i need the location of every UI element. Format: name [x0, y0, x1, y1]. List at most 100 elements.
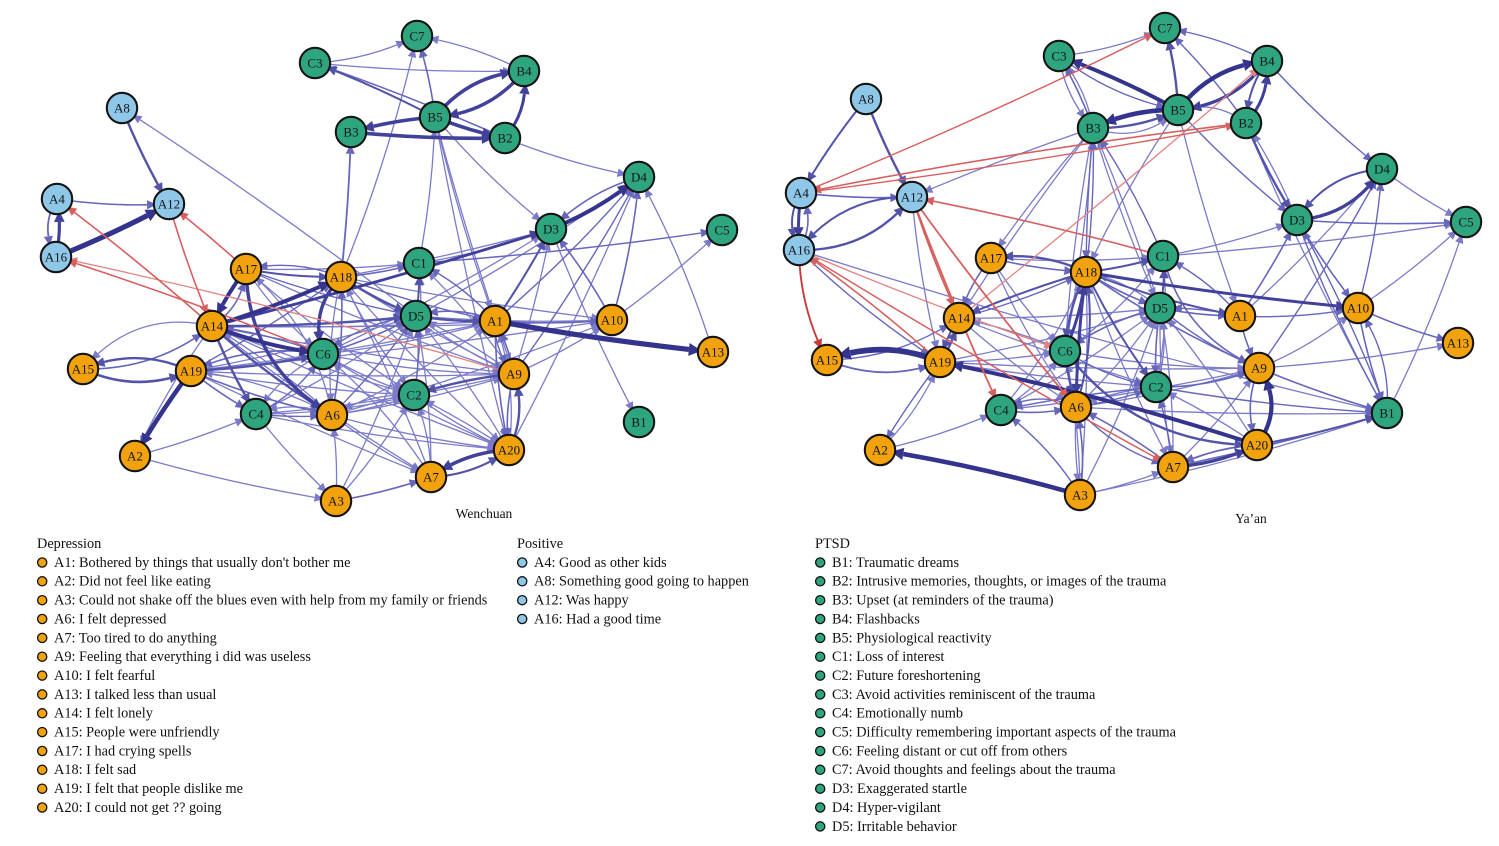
svg-text:A6: A6	[324, 407, 340, 422]
svg-text:C5: C5	[1458, 214, 1473, 229]
svg-text:D4: D4	[631, 169, 647, 184]
svg-text:A14: A14	[948, 310, 971, 325]
svg-text:D5: Irritable behavior: D5: Irritable behavior	[832, 819, 957, 835]
svg-text:A7: A7	[1165, 459, 1181, 474]
svg-text:B3: Upset (at reminders of the: B3: Upset (at reminders of the trauma)	[832, 593, 1054, 609]
svg-text:A15: People were unfriendly: A15: People were unfriendly	[54, 725, 220, 741]
svg-text:A2: A2	[872, 442, 888, 457]
svg-text:A15: A15	[72, 361, 94, 376]
svg-text:D5: D5	[408, 308, 424, 323]
svg-text:A4: Good as other kids: A4: Good as other kids	[534, 555, 667, 571]
svg-text:Wenchuan: Wenchuan	[456, 506, 513, 521]
svg-text:C6: C6	[1057, 343, 1073, 358]
svg-text:C2: Future foreshortening: C2: Future foreshortening	[832, 668, 981, 684]
svg-text:B4: Flashbacks: B4: Flashbacks	[832, 611, 920, 627]
svg-text:B5: Physiological reactivity: B5: Physiological reactivity	[832, 630, 992, 646]
svg-text:A19: A19	[929, 354, 951, 369]
svg-text:A12: Was happy: A12: Was happy	[534, 593, 630, 609]
svg-text:B3: B3	[1085, 120, 1100, 135]
svg-text:A20: A20	[1246, 437, 1268, 452]
svg-text:B1: B1	[631, 414, 646, 429]
svg-text:B5: B5	[427, 109, 442, 124]
svg-text:A17: I had crying spells: A17: I had crying spells	[54, 743, 192, 759]
svg-text:A13: I talked less than usual: A13: I talked less than usual	[54, 687, 216, 703]
svg-text:B5: B5	[1170, 102, 1185, 117]
svg-text:A18: I felt sad: A18: I felt sad	[54, 762, 136, 778]
svg-text:C4: Emotionally numb: C4: Emotionally numb	[832, 706, 963, 722]
svg-text:A3: A3	[328, 493, 344, 508]
svg-text:A9: A9	[506, 366, 522, 381]
svg-text:C3: C3	[1051, 48, 1066, 63]
svg-text:A19: A19	[180, 363, 202, 378]
svg-text:Positive: Positive	[517, 536, 563, 552]
svg-text:C5: Difficulty remembering imp: C5: Difficulty remembering important asp…	[832, 725, 1177, 741]
svg-text:C7: C7	[1157, 20, 1173, 35]
svg-text:C2: C2	[1148, 379, 1163, 394]
svg-text:A10: I felt fearful: A10: I felt fearful	[54, 668, 155, 684]
svg-text:A6: I felt depressed: A6: I felt depressed	[54, 611, 166, 627]
svg-text:C4: C4	[993, 402, 1009, 417]
svg-text:A18: A18	[1075, 264, 1097, 279]
svg-text:C1: C1	[411, 255, 426, 270]
svg-text:A19: I felt that people dislik: A19: I felt that people dislike me	[54, 781, 243, 797]
svg-text:A18: A18	[330, 269, 352, 284]
svg-text:A7: A7	[423, 469, 439, 484]
svg-text:A3: A3	[1072, 487, 1088, 502]
svg-text:D5: D5	[1152, 300, 1168, 315]
svg-text:C4: C4	[248, 406, 264, 421]
svg-text:B1: Traumatic dreams: B1: Traumatic dreams	[832, 555, 960, 571]
svg-text:A4: A4	[49, 191, 65, 206]
svg-text:B1: B1	[1379, 405, 1394, 420]
svg-text:C3: Avoid activities reminisce: C3: Avoid activities reminiscent of the …	[832, 687, 1096, 703]
svg-text:B2: B2	[497, 130, 512, 145]
svg-text:C7: C7	[409, 28, 425, 43]
svg-text:D3: D3	[543, 221, 559, 236]
svg-text:A1: A1	[1232, 308, 1248, 323]
svg-text:A2: A2	[127, 448, 143, 463]
svg-text:D3: D3	[1289, 212, 1305, 227]
svg-text:A20: A20	[498, 442, 520, 457]
svg-text:A14: I felt lonely: A14: I felt lonely	[54, 706, 154, 722]
svg-text:C5: C5	[714, 222, 729, 237]
svg-text:A7: Too tired to do anything: A7: Too tired to do anything	[54, 630, 217, 646]
svg-text:A16: A16	[45, 249, 68, 264]
svg-text:A4: A4	[793, 185, 809, 200]
svg-text:A8: Something good going to ha: A8: Something good going to happen	[534, 574, 749, 590]
svg-text:C3: C3	[307, 55, 322, 70]
svg-text:B2: Intrusive memories, though: B2: Intrusive memories, thoughts, or ima…	[832, 574, 1167, 590]
svg-text:A17: A17	[235, 261, 258, 276]
svg-text:A9: Feeling that everything i: A9: Feeling that everything i did was us…	[54, 649, 311, 665]
svg-text:Depression: Depression	[37, 536, 101, 552]
svg-text:C7: Avoid thoughts and feeling: C7: Avoid thoughts and feelings about th…	[832, 762, 1116, 778]
svg-text:C6: C6	[315, 346, 331, 361]
svg-text:A9: A9	[1251, 360, 1267, 375]
svg-text:C1: C1	[1155, 248, 1170, 263]
svg-text:A15: A15	[816, 352, 838, 367]
svg-text:D4: D4	[1374, 161, 1390, 176]
svg-text:A17: A17	[980, 250, 1003, 265]
svg-text:A14: A14	[201, 318, 224, 333]
svg-text:A20: I could not get ?? going: A20: I could not get ?? going	[54, 800, 222, 816]
svg-text:A13: A13	[702, 344, 724, 359]
svg-text:C1: Loss of interest: C1: Loss of interest	[832, 649, 944, 665]
svg-text:Ya’an: Ya’an	[1235, 511, 1267, 526]
svg-text:B4: B4	[1259, 53, 1275, 68]
svg-text:D4: Hyper-vigilant: D4: Hyper-vigilant	[832, 800, 941, 816]
svg-text:C6: Feeling distant or cut off: C6: Feeling distant or cut off from othe…	[832, 743, 1068, 759]
svg-text:A8: A8	[858, 91, 874, 106]
svg-text:A10: A10	[601, 312, 623, 327]
svg-text:A6: A6	[1068, 399, 1084, 414]
svg-text:A1: A1	[487, 313, 503, 328]
svg-text:B2: B2	[1238, 115, 1253, 130]
svg-text:A16: Had a good time: A16: Had a good time	[534, 611, 661, 627]
svg-text:PTSD: PTSD	[815, 536, 850, 552]
svg-text:A13: A13	[1447, 335, 1469, 350]
svg-text:B4: B4	[516, 63, 532, 78]
svg-text:A10: A10	[1347, 300, 1369, 315]
svg-text:A8: A8	[114, 100, 130, 115]
svg-text:C2: C2	[406, 387, 421, 402]
svg-text:B3: B3	[343, 124, 358, 139]
svg-text:D3: Exaggerated startle: D3: Exaggerated startle	[832, 781, 967, 797]
svg-text:A16: A16	[788, 242, 811, 257]
svg-text:A2: Did not feel like eating: A2: Did not feel like eating	[54, 574, 211, 590]
